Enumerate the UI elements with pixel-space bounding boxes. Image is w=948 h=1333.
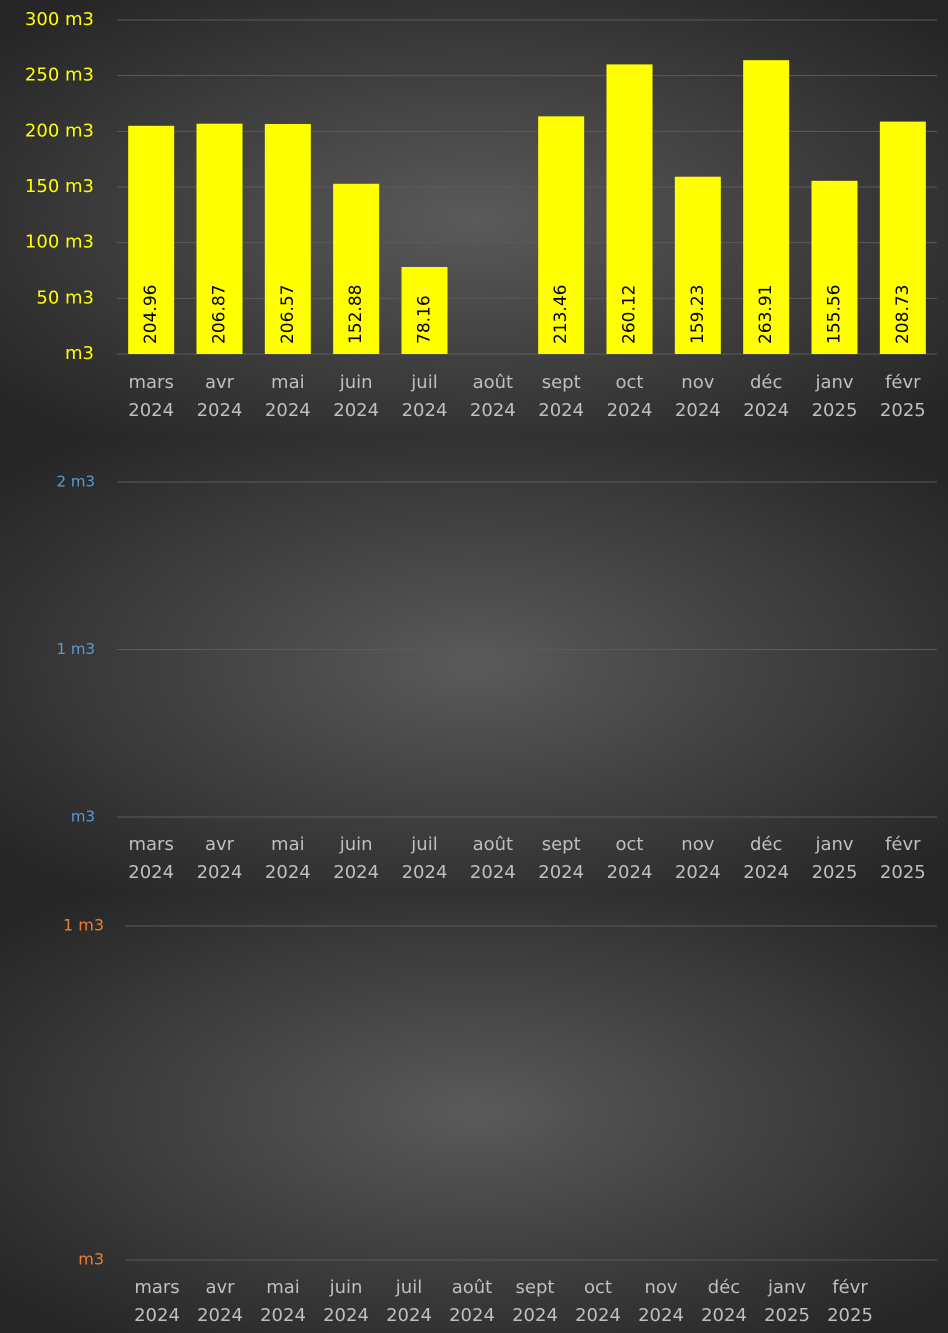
data-label: 213.46 bbox=[551, 285, 571, 344]
data-label: 208.73 bbox=[893, 285, 913, 344]
data-label: 155.56 bbox=[825, 285, 845, 344]
x-tick-label: janv 2025 bbox=[812, 834, 858, 883]
chart-background bbox=[0, 438, 948, 892]
x-tick-label: juil 2024 bbox=[402, 372, 448, 421]
x-tick-label: sept 2024 bbox=[512, 1277, 558, 1326]
bar bbox=[674, 176, 721, 354]
x-tick-label: nov 2024 bbox=[675, 834, 721, 883]
bar bbox=[401, 266, 448, 354]
x-tick-label: juin 2024 bbox=[323, 1277, 369, 1326]
x-tick-label: avr 2024 bbox=[197, 1277, 243, 1326]
bar bbox=[879, 121, 926, 355]
bar bbox=[196, 123, 243, 355]
y-tick-label: 100 m3 bbox=[25, 232, 94, 253]
x-tick-label: mars 2024 bbox=[128, 372, 174, 421]
data-label: 159.23 bbox=[688, 285, 708, 344]
y-tick-label: 250 m3 bbox=[25, 65, 94, 86]
x-tick-label: juin 2024 bbox=[333, 372, 379, 421]
y-tick-label: m3 bbox=[65, 343, 94, 364]
data-label: 206.87 bbox=[210, 285, 230, 344]
x-tick-label: janv 2025 bbox=[764, 1277, 810, 1326]
bar bbox=[538, 116, 585, 354]
x-tick-label: juil 2024 bbox=[386, 1277, 432, 1326]
x-tick-label: sept 2024 bbox=[538, 834, 584, 883]
x-tick-label: avr 2024 bbox=[197, 834, 243, 883]
x-tick-label: juil 2024 bbox=[402, 834, 448, 883]
x-tick-label: mai 2024 bbox=[265, 372, 311, 421]
data-label: 206.57 bbox=[278, 285, 298, 344]
bar bbox=[264, 124, 311, 354]
x-tick-label: févr 2025 bbox=[827, 1277, 873, 1326]
y-tick-label: m3 bbox=[71, 808, 95, 826]
bar bbox=[743, 60, 790, 354]
x-tick-label: sept 2024 bbox=[538, 372, 584, 421]
y-tick-label: 2 m3 bbox=[57, 473, 95, 491]
x-tick-label: oct 2024 bbox=[607, 834, 653, 883]
y-tick-label: 1 m3 bbox=[63, 916, 104, 935]
x-tick-label: mars 2024 bbox=[134, 1277, 180, 1326]
x-tick-label: mars 2024 bbox=[128, 834, 174, 883]
x-tick-label: déc 2024 bbox=[743, 372, 789, 421]
x-tick-label: avr 2024 bbox=[197, 372, 243, 421]
y-tick-label: 1 m3 bbox=[57, 640, 95, 658]
y-tick-label: 50 m3 bbox=[36, 287, 94, 308]
y-tick-label: 200 m3 bbox=[25, 120, 94, 141]
x-tick-label: août 2024 bbox=[470, 834, 516, 883]
x-tick-label: mai 2024 bbox=[265, 834, 311, 883]
y-tick-label: 300 m3 bbox=[25, 9, 94, 30]
bar bbox=[811, 180, 858, 354]
x-tick-label: oct 2024 bbox=[607, 372, 653, 421]
data-label: 204.96 bbox=[141, 285, 161, 344]
bar bbox=[333, 183, 380, 354]
x-tick-label: mai 2024 bbox=[260, 1277, 306, 1326]
data-label: 263.91 bbox=[756, 285, 776, 344]
y-tick-label: 150 m3 bbox=[25, 176, 94, 197]
data-label: 78.16 bbox=[415, 295, 435, 344]
bar bbox=[606, 64, 653, 355]
x-tick-label: févr 2025 bbox=[880, 372, 926, 421]
x-tick-label: nov 2024 bbox=[638, 1277, 684, 1326]
data-label: 260.12 bbox=[620, 285, 640, 344]
x-tick-label: août 2024 bbox=[470, 372, 516, 421]
x-tick-label: déc 2024 bbox=[701, 1277, 747, 1326]
x-tick-label: févr 2025 bbox=[880, 834, 926, 883]
x-tick-label: août 2024 bbox=[449, 1277, 495, 1326]
x-tick-label: janv 2025 bbox=[812, 372, 858, 421]
x-tick-label: oct 2024 bbox=[575, 1277, 621, 1326]
y-tick-label: m3 bbox=[78, 1250, 104, 1269]
data-label: 152.88 bbox=[346, 285, 366, 344]
x-tick-label: déc 2024 bbox=[743, 834, 789, 883]
x-tick-label: nov 2024 bbox=[675, 372, 721, 421]
x-tick-label: juin 2024 bbox=[333, 834, 379, 883]
chart-background bbox=[0, 892, 948, 1333]
bar bbox=[128, 125, 175, 354]
